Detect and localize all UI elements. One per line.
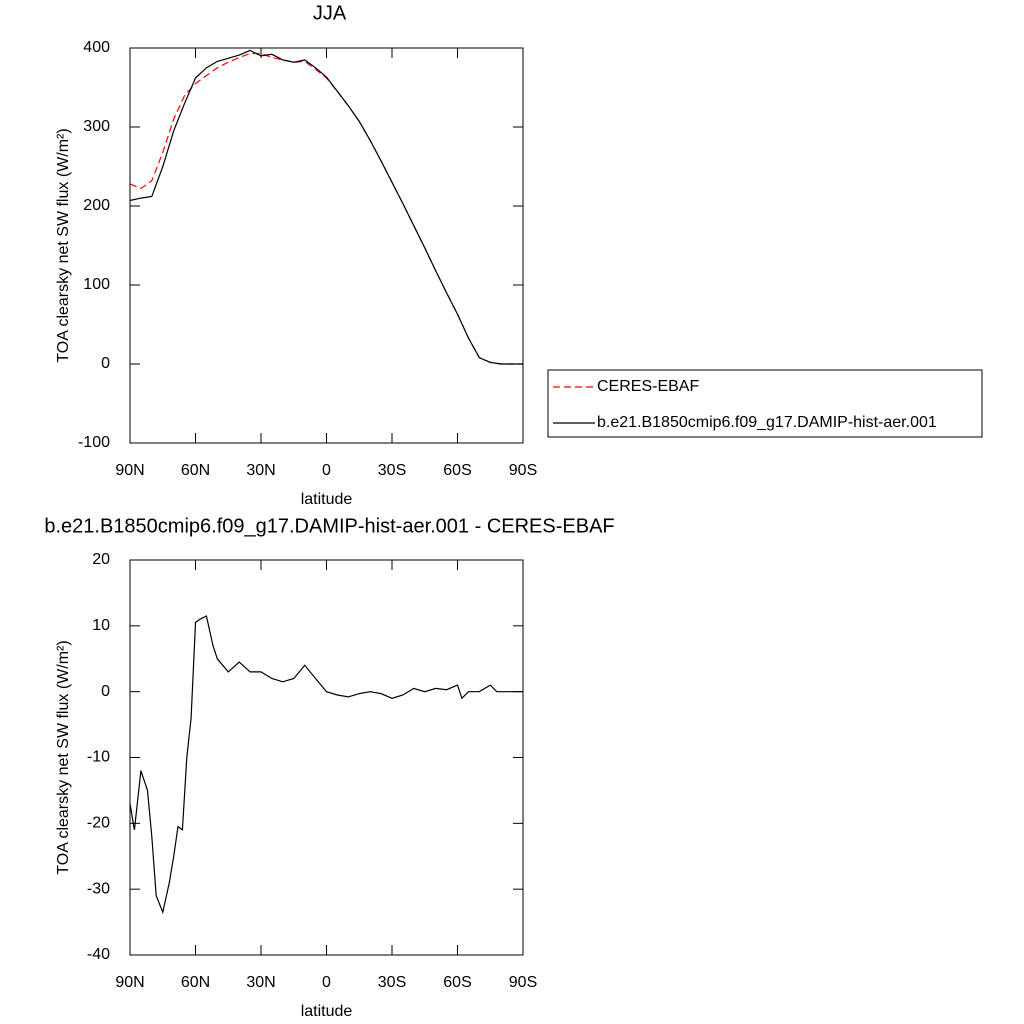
y-tick-label: -100 <box>78 434 110 451</box>
y-axis-label: TOA clearsky net SW flux (W/m²) <box>55 640 72 874</box>
x-tick-label: 90N <box>115 462 144 479</box>
x-axis-label: latitude <box>301 1003 353 1020</box>
y-tick-label: 200 <box>83 197 110 214</box>
y-tick-label: 100 <box>83 276 110 293</box>
x-tick-label: 60N <box>181 462 210 479</box>
x-tick-label: 0 <box>322 974 331 991</box>
chart-title: b.e21.B1850cmip6.f09_g17.DAMIP-hist-aer.… <box>44 515 614 537</box>
data-line <box>129 52 523 365</box>
x-tick-label: 30N <box>246 462 275 479</box>
x-tick-label: 60S <box>443 974 471 991</box>
x-tick-label: 90S <box>509 974 537 991</box>
y-tick-label: 300 <box>83 118 110 135</box>
y-tick-label: -40 <box>87 946 110 963</box>
plot-frame <box>129 47 524 444</box>
chart-title: JJA <box>313 2 347 24</box>
y-tick-label: 20 <box>92 551 110 568</box>
legend-label: CERES-EBAF <box>597 378 699 395</box>
x-tick-label: 30N <box>246 974 275 991</box>
x-tick-label: 60S <box>443 462 471 479</box>
y-tick-label: -30 <box>87 880 110 897</box>
y-tick-label: 0 <box>101 683 110 700</box>
data-line <box>129 49 523 365</box>
x-tick-label: 60N <box>181 974 210 991</box>
y-tick-label: 10 <box>92 617 110 634</box>
y-tick-label: 400 <box>83 39 110 56</box>
legend-box <box>547 369 983 438</box>
y-tick-label: 0 <box>101 355 110 372</box>
y-tick-label: -20 <box>87 815 110 832</box>
legend-label: b.e21.B1850cmip6.f09_g17.DAMIP-hist-aer.… <box>597 414 937 431</box>
x-axis-label: latitude <box>301 491 353 508</box>
plot-frame <box>129 559 524 956</box>
y-axis-label: TOA clearsky net SW flux (W/m²) <box>55 128 72 362</box>
x-tick-label: 30S <box>378 462 406 479</box>
data-line <box>129 615 523 915</box>
x-tick-label: 90S <box>509 462 537 479</box>
x-tick-label: 30S <box>378 974 406 991</box>
x-tick-label: 90N <box>115 974 144 991</box>
x-tick-label: 0 <box>322 462 331 479</box>
y-tick-label: -10 <box>87 749 110 766</box>
